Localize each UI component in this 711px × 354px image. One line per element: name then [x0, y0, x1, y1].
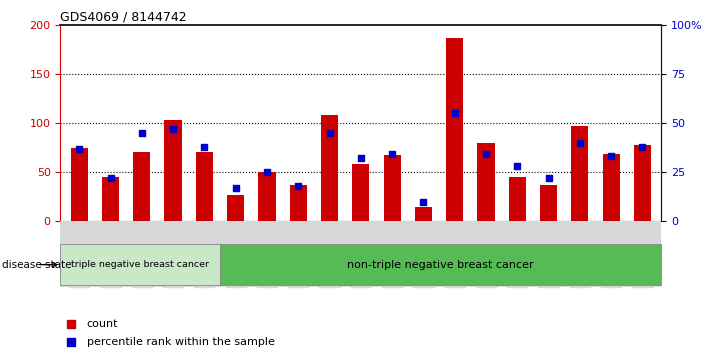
Point [261, 169, 272, 175]
Bar [133, 153, 151, 221]
Point [136, 130, 147, 136]
Bar [196, 153, 213, 221]
Point [606, 154, 617, 159]
Point [198, 144, 210, 149]
Bar [102, 177, 119, 221]
Bar [227, 195, 245, 221]
Bar [164, 120, 182, 221]
Point [574, 140, 586, 145]
Bar [634, 145, 651, 221]
Point [449, 110, 461, 116]
Bar [415, 206, 432, 221]
Bar [508, 177, 526, 221]
Bar [477, 143, 495, 221]
Text: non-triple negative breast cancer: non-triple negative breast cancer [347, 259, 534, 270]
Point [418, 199, 429, 205]
Point [481, 152, 492, 157]
Bar [540, 185, 557, 221]
Text: count: count [87, 319, 118, 329]
Text: triple negative breast cancer: triple negative breast cancer [71, 260, 209, 269]
Text: percentile rank within the sample: percentile rank within the sample [87, 337, 274, 347]
Point [167, 126, 178, 132]
Point [324, 130, 335, 136]
Point [105, 175, 116, 181]
Bar [70, 148, 88, 221]
Bar [383, 155, 401, 221]
Point [73, 146, 85, 152]
Bar [446, 38, 464, 221]
Point [387, 152, 398, 157]
Point [292, 183, 304, 189]
Point [637, 144, 648, 149]
Bar [352, 164, 370, 221]
Bar [602, 154, 620, 221]
Bar [571, 126, 589, 221]
Bar [321, 115, 338, 221]
Point [230, 185, 241, 191]
Bar [289, 185, 307, 221]
Bar [258, 172, 276, 221]
Text: GDS4069 / 8144742: GDS4069 / 8144742 [60, 11, 187, 24]
Text: disease state: disease state [2, 259, 72, 270]
Point [512, 164, 523, 169]
Point [355, 155, 367, 161]
Point [543, 175, 555, 181]
